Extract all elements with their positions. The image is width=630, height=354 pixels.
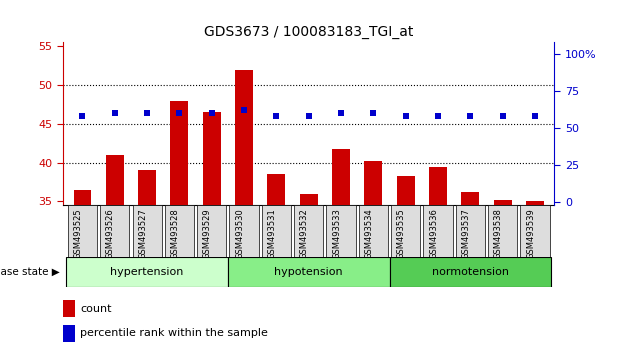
Point <box>433 113 443 119</box>
Text: GSM493529: GSM493529 <box>203 208 212 259</box>
Bar <box>262 205 291 258</box>
Text: GSM493537: GSM493537 <box>461 208 471 259</box>
Bar <box>391 205 420 258</box>
Bar <box>488 205 517 258</box>
Bar <box>389 257 551 287</box>
Bar <box>423 205 452 258</box>
Bar <box>397 176 415 354</box>
Bar <box>68 205 97 258</box>
Bar <box>229 205 258 258</box>
Bar <box>63 300 76 317</box>
Bar <box>359 205 388 258</box>
Text: GSM493527: GSM493527 <box>138 208 147 259</box>
Point <box>498 113 508 119</box>
Bar <box>100 205 129 258</box>
Text: GSM493539: GSM493539 <box>526 208 535 259</box>
Text: hypotension: hypotension <box>275 267 343 277</box>
Bar <box>300 194 318 354</box>
Bar <box>294 205 323 258</box>
Title: GDS3673 / 100083183_TGI_at: GDS3673 / 100083183_TGI_at <box>204 25 413 39</box>
Text: GSM493531: GSM493531 <box>267 208 277 259</box>
Bar <box>66 257 228 287</box>
Bar <box>228 257 389 287</box>
Bar <box>235 70 253 354</box>
Text: GSM493532: GSM493532 <box>300 208 309 259</box>
Text: normotension: normotension <box>432 267 509 277</box>
Bar <box>197 205 226 258</box>
Text: GSM493526: GSM493526 <box>106 208 115 259</box>
Point <box>401 113 411 119</box>
Point <box>110 110 120 116</box>
Bar <box>461 192 479 354</box>
Text: count: count <box>80 303 112 314</box>
Bar <box>526 201 544 354</box>
Text: GSM493525: GSM493525 <box>74 208 83 259</box>
Point <box>207 110 217 116</box>
Text: GSM493534: GSM493534 <box>364 208 374 259</box>
Point <box>304 113 314 119</box>
Bar <box>494 200 512 354</box>
Bar <box>332 149 350 354</box>
Bar <box>429 166 447 354</box>
Point <box>77 113 88 119</box>
Bar <box>106 155 123 354</box>
Point <box>466 113 476 119</box>
Text: GSM493530: GSM493530 <box>235 208 244 259</box>
Bar <box>138 170 156 354</box>
Bar <box>132 205 162 258</box>
Bar <box>74 190 91 354</box>
Bar <box>520 205 549 258</box>
Bar <box>63 325 76 342</box>
Text: GSM493536: GSM493536 <box>429 208 438 259</box>
Point <box>272 113 282 119</box>
Point <box>142 110 152 116</box>
Text: GSM493528: GSM493528 <box>170 208 180 259</box>
Point <box>369 110 379 116</box>
Text: hypertension: hypertension <box>110 267 184 277</box>
Bar <box>171 101 188 354</box>
Text: GSM493533: GSM493533 <box>332 208 341 259</box>
Bar <box>326 205 355 258</box>
Bar <box>365 161 382 354</box>
Bar <box>455 205 485 258</box>
Bar <box>203 112 220 354</box>
Point <box>239 107 249 113</box>
Point <box>336 110 346 116</box>
Point <box>530 113 540 119</box>
Text: GSM493538: GSM493538 <box>494 208 503 259</box>
Bar <box>268 174 285 354</box>
Bar <box>165 205 194 258</box>
Text: percentile rank within the sample: percentile rank within the sample <box>80 328 268 338</box>
Text: disease state ▶: disease state ▶ <box>0 267 60 277</box>
Point <box>175 110 185 116</box>
Text: GSM493535: GSM493535 <box>397 208 406 259</box>
